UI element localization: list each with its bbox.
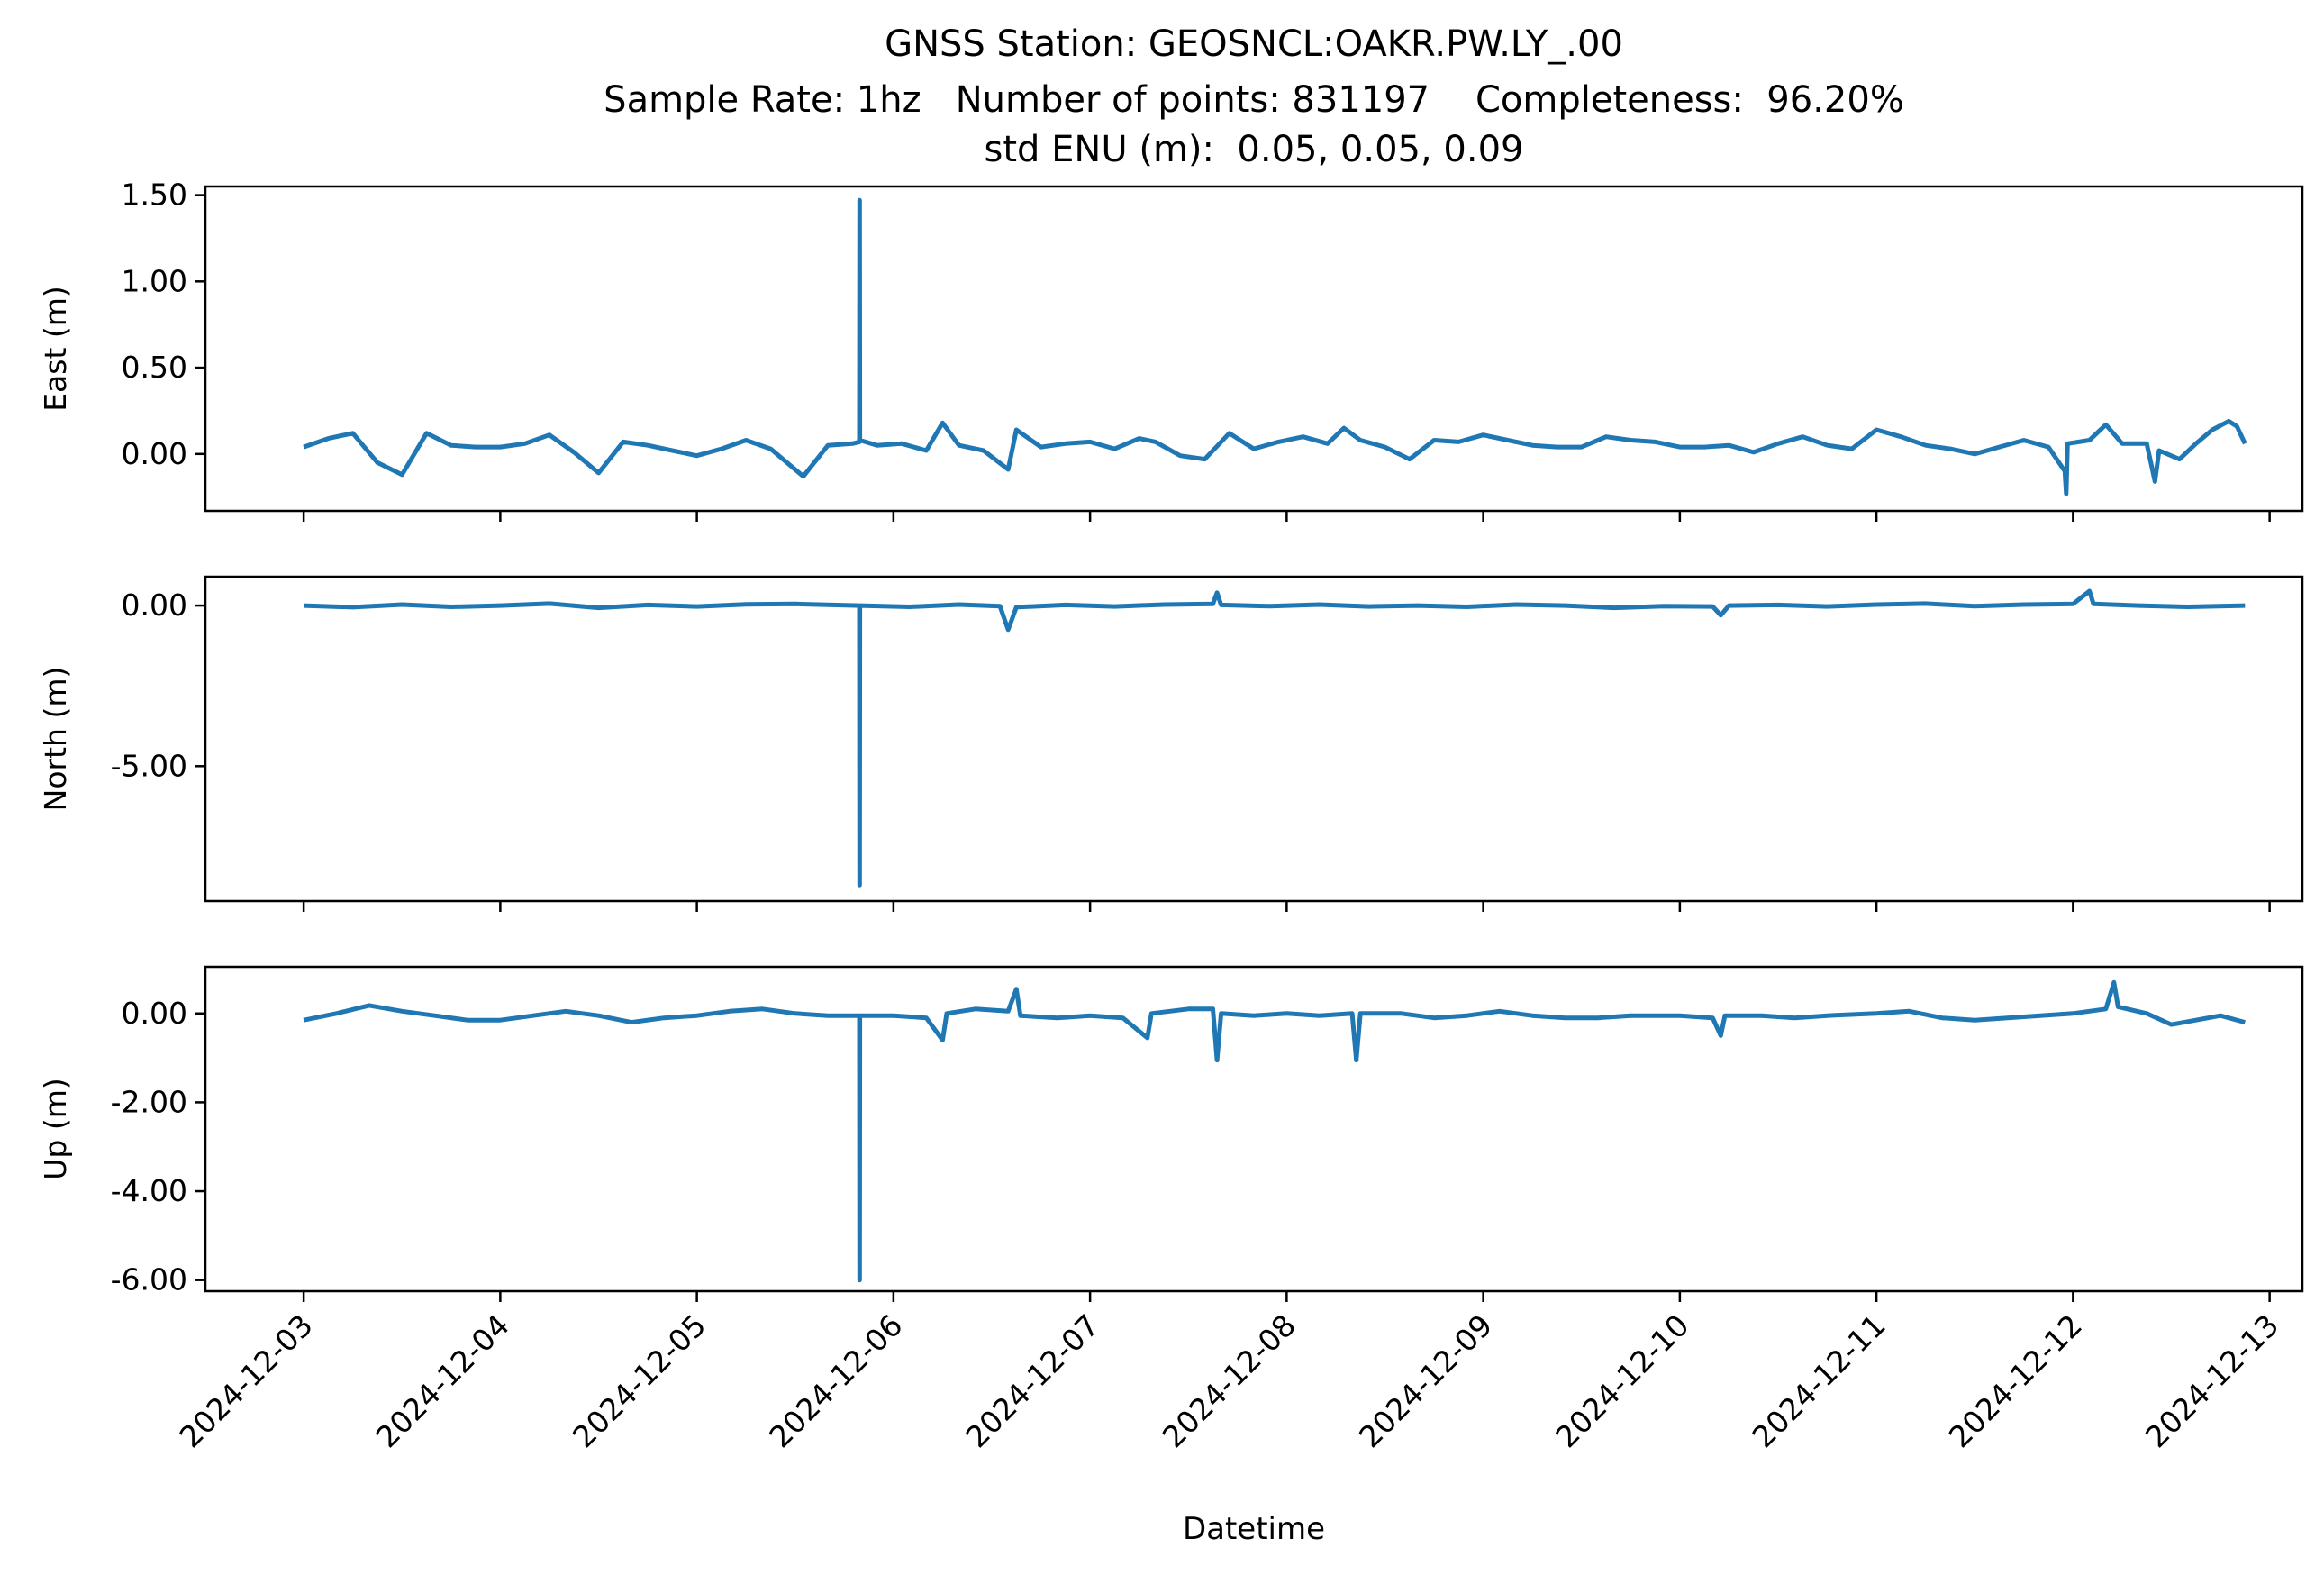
east-ytick-label: 0.50 [122, 350, 187, 385]
north-axes-frame [204, 575, 2304, 903]
east-ytick-label: 0.00 [122, 436, 187, 471]
north-series-line [304, 588, 2246, 888]
north-ylabel: North (m) [38, 667, 73, 812]
up-ytick-label: 0.00 [122, 996, 187, 1031]
north-panel: 0.00 -5.00 North (m) [38, 575, 2304, 912]
east-panel: 0.00 0.50 1.00 1.50 East (m) [38, 178, 2304, 522]
up-ytick-label: -4.00 [111, 1173, 187, 1208]
figure-title-line-2: Sample Rate: 1hz Number of points: 83119… [604, 79, 1904, 121]
north-ytick-label: 0.00 [122, 587, 187, 623]
up-ylabel: Up (m) [38, 1078, 73, 1180]
east-ytick-label: 1.50 [122, 178, 187, 213]
up-series-line [303, 979, 2246, 1283]
east-axes-frame [204, 185, 2304, 513]
north-ytick-label: -5.00 [111, 748, 187, 783]
east-ytick-label: 1.00 [122, 263, 187, 298]
east-series-line [303, 197, 2247, 496]
up-ytick-label: -6.00 [111, 1262, 187, 1297]
up-axes-frame [204, 965, 2304, 1293]
x-axis-label: Datetime [1183, 1511, 1325, 1547]
east-ylabel: East (m) [38, 286, 73, 412]
figure-title-line-1: GNSS Station: GEOSNCL:OAKR.PW.LY_.00 [885, 23, 1623, 65]
figure-title-line-3: std ENU (m): 0.05, 0.05, 0.09 [985, 129, 1524, 170]
up-ytick-label: -2.00 [111, 1084, 187, 1119]
